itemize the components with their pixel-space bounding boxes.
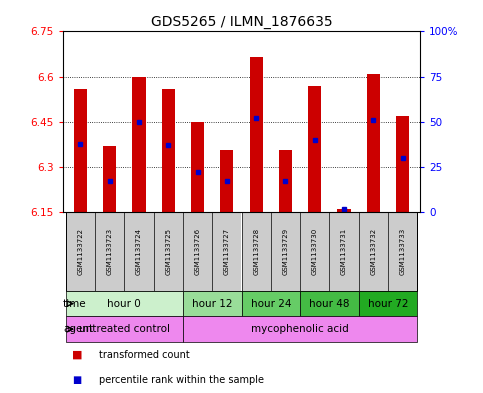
Bar	[132, 77, 145, 212]
Bar	[183, 316, 417, 342]
Bar	[359, 291, 417, 316]
Bar	[191, 122, 204, 212]
Bar	[66, 212, 95, 291]
Text: GSM1133724: GSM1133724	[136, 228, 142, 275]
Text: GSM1133729: GSM1133729	[283, 228, 288, 275]
Bar	[279, 151, 292, 212]
Bar	[183, 291, 242, 316]
Bar	[124, 212, 154, 291]
Text: GSM1133727: GSM1133727	[224, 228, 230, 275]
Text: GSM1133732: GSM1133732	[370, 228, 376, 275]
Text: hour 48: hour 48	[309, 299, 350, 309]
Bar	[300, 212, 329, 291]
Text: transformed count: transformed count	[99, 350, 190, 360]
Bar	[74, 89, 87, 212]
Bar	[308, 86, 321, 212]
Bar	[220, 151, 233, 212]
Bar	[396, 116, 409, 212]
Text: agent: agent	[63, 324, 93, 334]
Text: GSM1133726: GSM1133726	[195, 228, 200, 275]
Title: GDS5265 / ILMN_1876635: GDS5265 / ILMN_1876635	[151, 15, 332, 29]
Bar	[271, 212, 300, 291]
Bar	[103, 146, 116, 212]
Text: mycophenolic acid: mycophenolic acid	[251, 324, 349, 334]
Bar	[367, 73, 380, 212]
Text: GSM1133733: GSM1133733	[399, 228, 406, 275]
Text: time: time	[63, 299, 87, 309]
Text: GSM1133725: GSM1133725	[165, 228, 171, 275]
Text: GSM1133731: GSM1133731	[341, 228, 347, 275]
Bar	[95, 212, 124, 291]
Text: GSM1133722: GSM1133722	[77, 228, 84, 275]
Bar	[212, 212, 242, 291]
Bar	[300, 291, 359, 316]
Bar	[66, 316, 183, 342]
Bar	[154, 212, 183, 291]
Text: ■: ■	[72, 350, 83, 360]
Bar	[338, 209, 351, 212]
Text: ■: ■	[72, 375, 82, 385]
Bar	[329, 212, 359, 291]
Text: hour 0: hour 0	[107, 299, 141, 309]
Text: percentile rank within the sample: percentile rank within the sample	[99, 375, 264, 385]
Text: untreated control: untreated control	[79, 324, 170, 334]
Bar	[162, 89, 175, 212]
Text: hour 72: hour 72	[368, 299, 408, 309]
Bar	[66, 291, 183, 316]
Bar	[183, 212, 212, 291]
Bar	[242, 212, 271, 291]
Bar	[359, 212, 388, 291]
Text: hour 24: hour 24	[251, 299, 291, 309]
Text: GSM1133730: GSM1133730	[312, 228, 318, 275]
Bar	[388, 212, 417, 291]
Text: hour 12: hour 12	[192, 299, 232, 309]
Bar	[250, 57, 263, 212]
Text: GSM1133723: GSM1133723	[107, 228, 113, 275]
Text: GSM1133728: GSM1133728	[253, 228, 259, 275]
Bar	[242, 291, 300, 316]
